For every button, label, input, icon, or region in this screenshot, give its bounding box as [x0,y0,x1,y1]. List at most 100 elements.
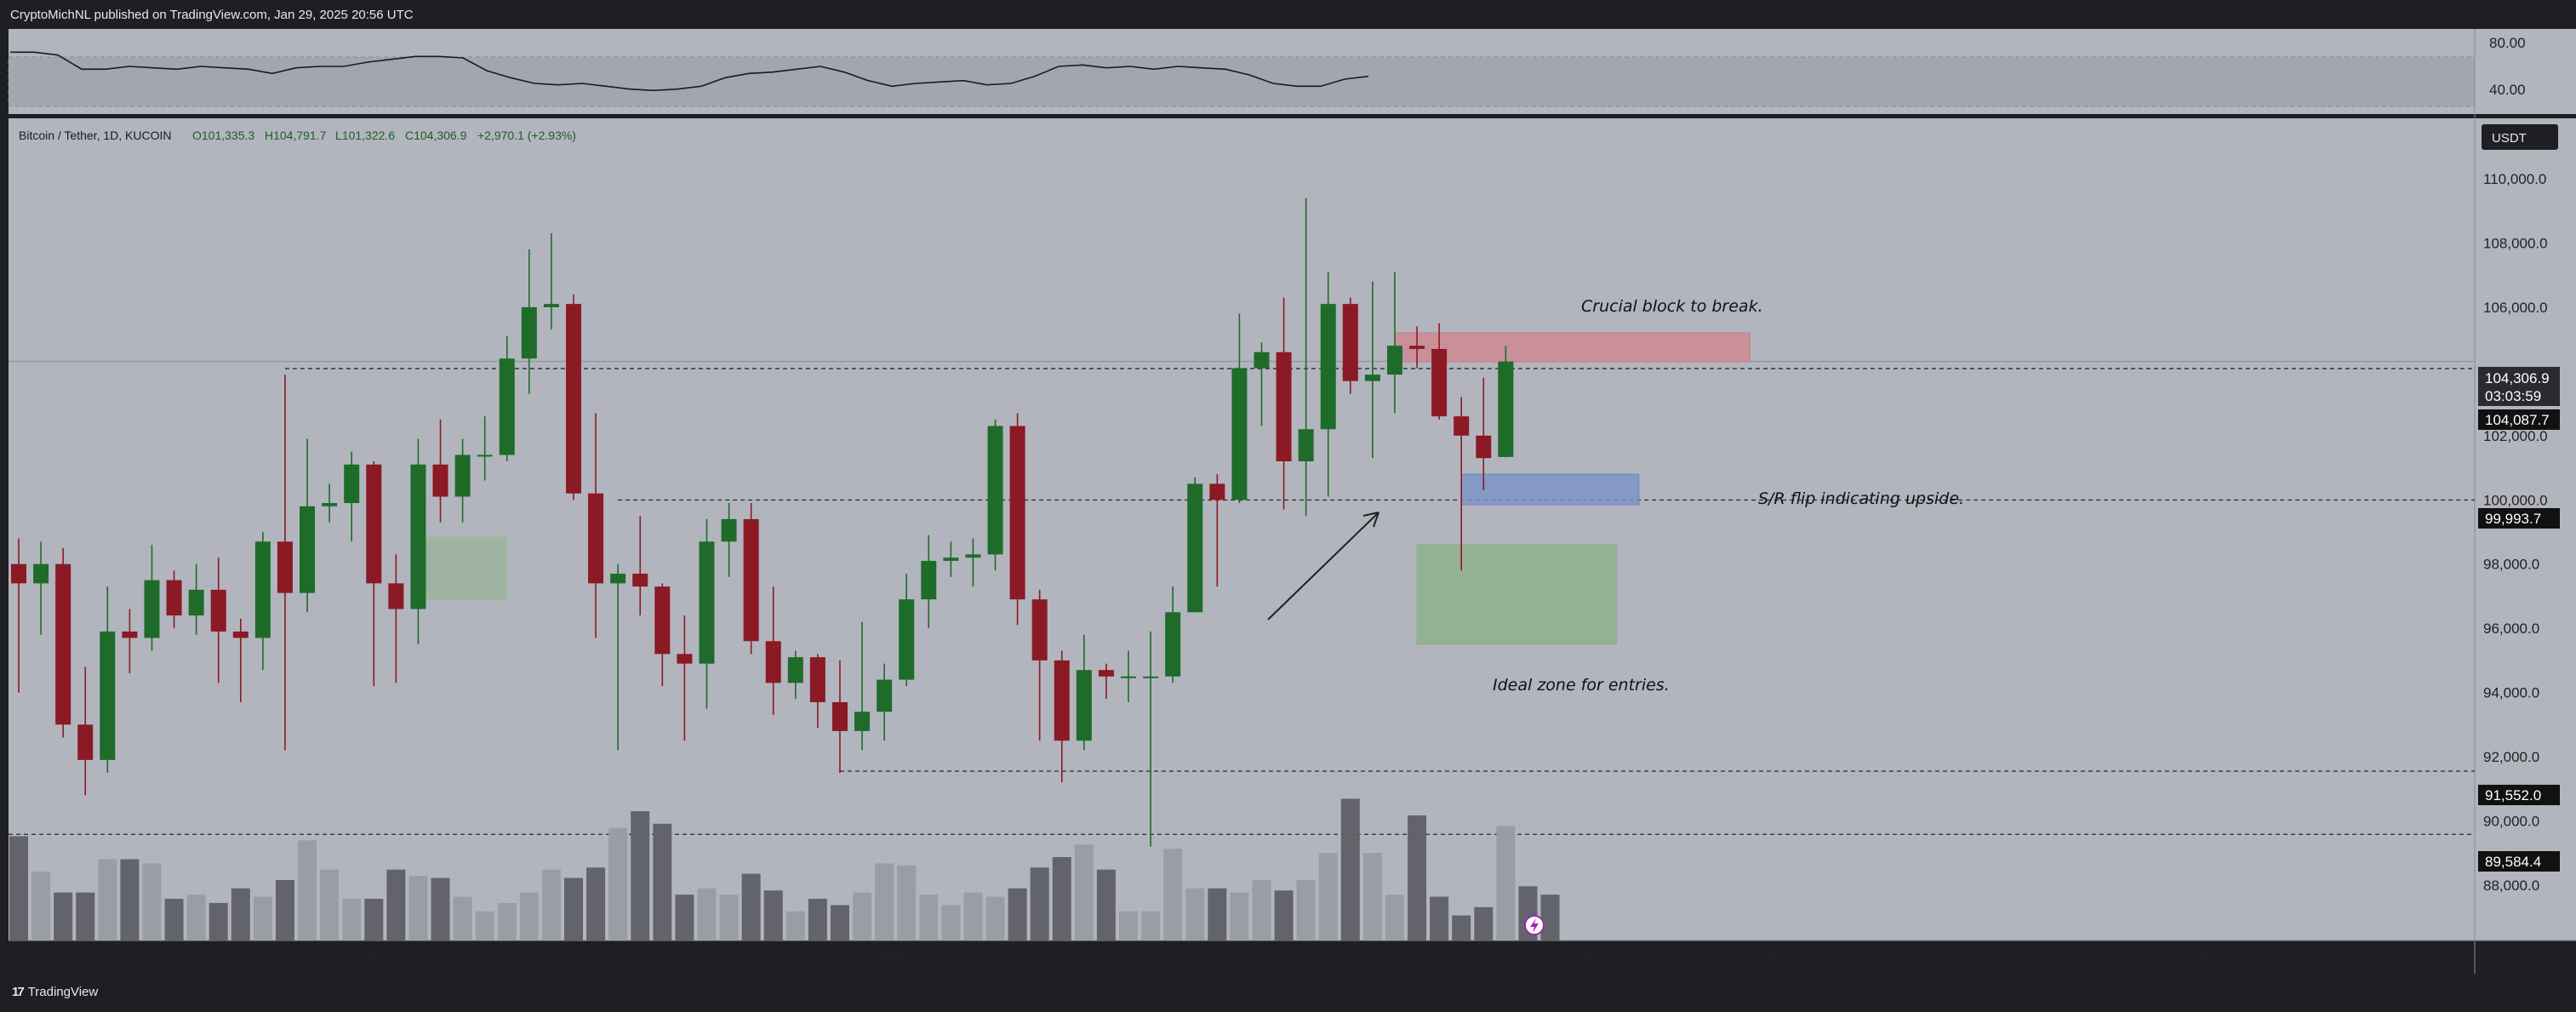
candle-body [77,724,94,760]
candle-body [277,541,293,593]
candle-body [1009,426,1025,600]
volume-bar [675,895,694,941]
tradingview-logo[interactable]: 17 TradingView [12,985,98,999]
candle-body [1121,676,1136,678]
candle-body [122,631,138,638]
volume-bar [1296,879,1316,941]
volume-bar [1385,895,1404,941]
volume-bar [9,836,28,941]
time-tick-label: 13 [1144,949,1160,965]
time-tick-label: Mar [2184,949,2209,965]
volume-bar [519,892,539,941]
volume-bar [586,867,606,941]
candle-body [454,455,471,497]
level-tag-2-value: 99,993.7 [2485,511,2541,527]
candle-body [1031,599,1048,660]
lightning-icon[interactable] [1524,915,1545,935]
volume-bar [1141,911,1161,941]
candle-body [254,541,271,638]
oscillator-scale [2475,29,2576,114]
volume-bar [497,902,517,941]
time-tick-label: 23 [677,949,694,965]
volume-bar [631,811,650,941]
candle-body [1143,676,1159,678]
volume-bar [76,892,95,941]
candle-body [899,599,915,680]
ohlc-low: L101,322.6 [335,129,395,142]
candle-body [11,563,26,584]
time-tick-label: 2025 [874,949,906,965]
candle-body [943,557,959,561]
volume-bar [31,872,51,941]
volume-bar [431,878,450,941]
volume-bar [142,863,162,941]
trend-arrow [1267,512,1379,620]
candle-body [188,589,204,616]
volume-bar [120,859,140,941]
candle-body [1342,304,1358,381]
ohlc-open: O101,335.3 [192,129,254,142]
candle-body [1254,352,1270,369]
currency-badge[interactable]: USDT [2482,124,2558,150]
volume-bar [1163,849,1183,941]
volume-bars [9,798,1560,941]
candle-body [677,654,693,664]
volume-bar [741,873,761,941]
candle-body [521,306,537,359]
candle-body [1386,346,1402,375]
price-tick-label: 110,000.0 [2483,171,2546,187]
volume-bar [963,892,983,941]
time-tick-label: Dec [186,949,213,965]
candle-body [1320,304,1336,430]
candle-body [543,304,559,307]
countdown-value: 03:03:59 [2485,388,2541,404]
price-tick-label: 98,000.0 [2483,557,2539,573]
volume-bar [1274,890,1294,941]
candle-body [1231,368,1248,500]
attribution-bar: CryptoMichNL published on TradingView.co… [0,0,2576,29]
volume-bar [231,888,250,941]
volume-bar [298,840,317,941]
level-tag-2: 99,993.7 [2478,508,2560,529]
candle-body [854,712,871,731]
candle-body [588,493,604,584]
annotation-crucial-block: Crucial block to break. [1581,297,1763,316]
candles-layer [11,197,1514,847]
ohlc-close: C104,306.9 [405,129,467,142]
ohlc-high: H104,791.7 [265,129,327,142]
candle-body [366,464,382,584]
volume-bar [985,896,1005,941]
candle-body [1187,483,1203,613]
annotation-ideal-zone: Ideal zone for entries. [1493,676,1670,695]
volume-bar [408,876,428,941]
volume-bar [763,890,783,941]
volume-bar [941,905,961,941]
candle-body [654,586,671,655]
level-tag-1: 104,087.7 [2478,409,2560,430]
candle-body [410,464,426,609]
price-tick-label: 96,000.0 [2483,620,2539,637]
ohlc-change: +2,970.1 (+2.93%) [477,129,576,142]
volume-bar [1496,826,1516,941]
volume-bar [98,859,117,941]
volume-bar [1230,892,1249,941]
oscillator-tick-80: 80.00 [2489,35,2526,51]
price-zone [417,536,508,600]
volume-bar [541,869,561,941]
price-tick-label: 94,000.0 [2483,685,2539,701]
volume-bar [875,863,894,941]
candle-body [55,563,71,725]
candle-body [610,574,626,584]
candle-body [33,563,49,584]
chart-canvas[interactable]: 80.00 40.00 110,000.0 108,000.0 106,000.0 1… [0,29,2576,974]
volume-bar [1030,867,1049,941]
time-tick-label: 16 [523,949,539,965]
time-tick-label: 17 [1921,949,1937,965]
candle-body [477,455,493,457]
time-tick-label: 10 [2409,949,2425,965]
candle-body [809,657,825,702]
time-tick-label: 9 [367,949,374,965]
time-axis-ticks: 25 Dec 9 16 23 2025 6 13 20 27 Feb 10 17 24 Mar 10 [56,949,2425,965]
candle-body [877,679,893,712]
candle-body [144,580,160,638]
